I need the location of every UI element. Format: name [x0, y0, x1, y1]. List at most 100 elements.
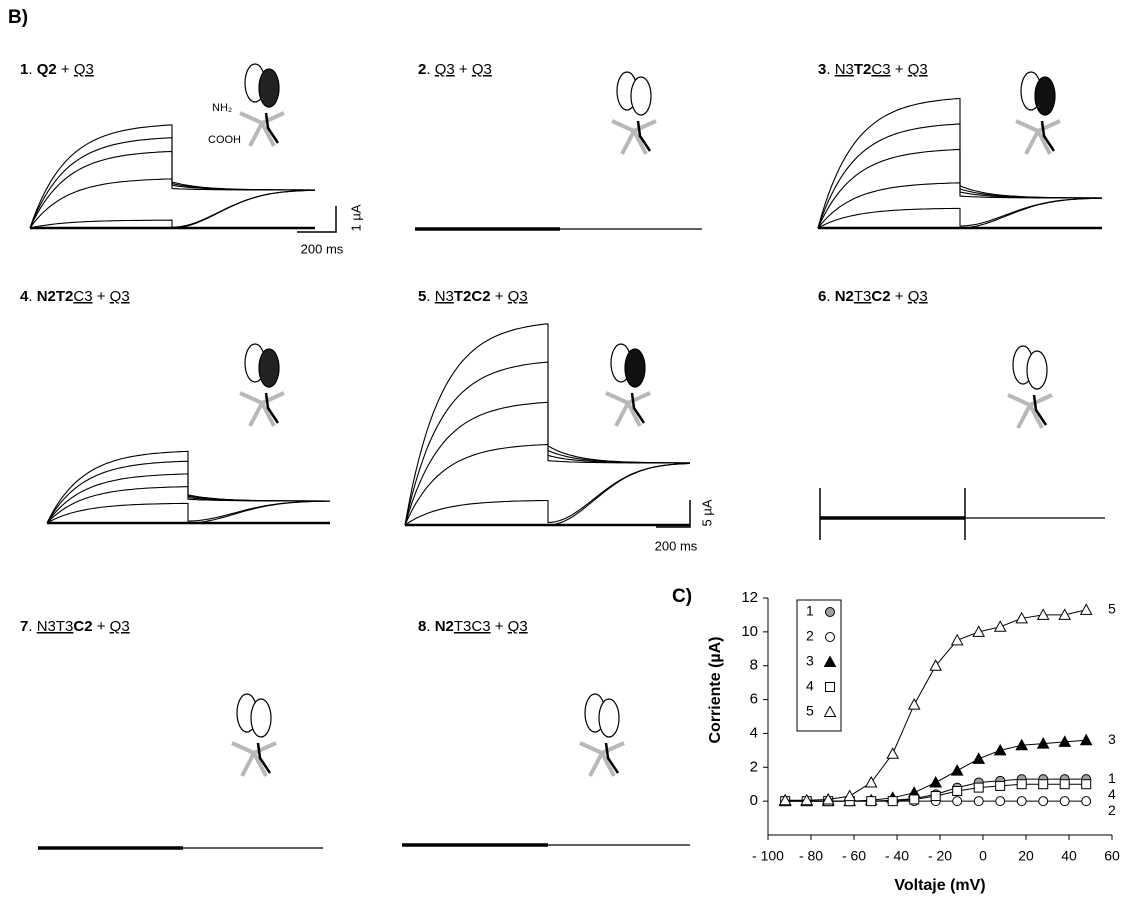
title-part: + [93, 288, 110, 305]
current-trace [47, 501, 330, 523]
marker [974, 783, 983, 792]
marker [952, 765, 963, 775]
marker [1081, 735, 1092, 745]
y-tick-label: 4 [750, 724, 758, 741]
y-tick-label: 0 [750, 792, 758, 809]
marker [844, 791, 855, 801]
marker [888, 797, 897, 806]
title-part: C3 [73, 288, 92, 305]
legend-label: 5 [806, 703, 814, 719]
current-trace [30, 190, 315, 228]
series-end-label: 1 [1108, 770, 1116, 786]
title-part: + [57, 61, 74, 78]
icon-subunit [631, 77, 651, 115]
x-tick-label: 20 [1018, 848, 1034, 864]
marker [974, 797, 983, 806]
title-part: T3 [854, 288, 872, 305]
marker [1060, 797, 1069, 806]
x-tick-label: - 80 [799, 848, 823, 864]
title-part: 5 [418, 288, 426, 305]
marker [953, 786, 962, 795]
title-part: Q3 [508, 288, 528, 305]
title-part: 7 [20, 618, 28, 635]
scale-time: 200 ms [301, 241, 344, 256]
marker [909, 699, 920, 709]
legend-label: 1 [806, 603, 814, 619]
x-tick-label: - 20 [928, 848, 952, 864]
title-part: + [455, 61, 472, 78]
title-part: C2 [73, 618, 92, 635]
legend-marker [826, 683, 835, 692]
x-tick-label: - 60 [842, 848, 866, 864]
scale-current: 1 µA [348, 204, 363, 231]
marker [1017, 780, 1026, 789]
title-part: Q3 [74, 61, 94, 78]
title-part: + [891, 61, 908, 78]
title-part: . [28, 61, 36, 78]
title-part: N3 [435, 288, 454, 305]
legend-marker [826, 608, 835, 617]
marker [930, 777, 941, 787]
series-end-label: 3 [1108, 731, 1116, 747]
current-trace [818, 198, 1102, 228]
title-part: 6 [818, 288, 826, 305]
title-part: T2 [854, 61, 872, 78]
marker [1081, 604, 1092, 614]
marker [1082, 797, 1091, 806]
marker [996, 781, 1005, 790]
icon-label: COOH [208, 134, 241, 146]
figure: B) NH₂ COOH 200 ms 1 µA 200 ms 5 µA C) V… [0, 0, 1125, 906]
title-part: N2 [435, 618, 454, 635]
marker [1017, 797, 1026, 806]
title-part: Q3 [435, 61, 455, 78]
title-part: Q3 [908, 61, 928, 78]
panel-label: C) [672, 586, 692, 607]
icon-label: NH₂ [212, 102, 232, 114]
marker [1082, 780, 1091, 789]
series-end-label: 4 [1108, 786, 1116, 802]
y-tick-label: 12 [741, 589, 758, 606]
title-part: N2T2 [37, 288, 74, 305]
x-tick-label: - 40 [885, 848, 909, 864]
icon-subunit [259, 69, 279, 107]
title-part: Q3 [472, 61, 492, 78]
marker [931, 792, 940, 801]
title-part: N2 [835, 288, 854, 305]
marker [1060, 780, 1069, 789]
title-part: 8 [418, 618, 426, 635]
y-tick-label: 2 [750, 758, 758, 775]
title-part: + [491, 288, 508, 305]
marker [953, 797, 962, 806]
title-part: . [826, 288, 834, 305]
panel-title: 5. N3T2C2 + Q3 [418, 288, 528, 305]
title-part: T2C2 [454, 288, 491, 305]
title-part: . [28, 288, 36, 305]
icon-subunit [251, 699, 271, 737]
scale-time: 200 ms [655, 538, 698, 553]
title-part: . [426, 618, 434, 635]
x-tick-label: 40 [1061, 848, 1077, 864]
y-tick-label: 10 [741, 623, 758, 640]
marker [1039, 780, 1048, 789]
title-part: + [93, 618, 110, 635]
icon-subunit [625, 349, 645, 387]
x-tick-label: 60 [1104, 848, 1120, 864]
legend-label: 2 [806, 628, 814, 644]
title-part: T3C3 [454, 618, 491, 635]
title-part: Q3 [908, 288, 928, 305]
x-tick-label: 0 [979, 848, 987, 864]
x-axis-title: Voltaje (mV) [894, 877, 985, 894]
title-part: Q3 [110, 618, 130, 635]
panel-title: 8. N2T3C3 + Q3 [418, 618, 528, 635]
title-part: C3 [871, 61, 890, 78]
panel-title: 6. N2T3C2 + Q3 [818, 288, 928, 305]
panel-title: 4. N2T2C3 + Q3 [20, 288, 130, 305]
current-trace [405, 464, 690, 526]
title-part: + [491, 618, 508, 635]
panel-title: 3. N3T2C3 + Q3 [818, 61, 928, 78]
title-part: 2 [418, 61, 426, 78]
title-part: Q2 [37, 61, 57, 78]
icon-subunit [1035, 77, 1055, 115]
icon-subunit [1027, 351, 1047, 389]
title-part: 3 [818, 61, 826, 78]
